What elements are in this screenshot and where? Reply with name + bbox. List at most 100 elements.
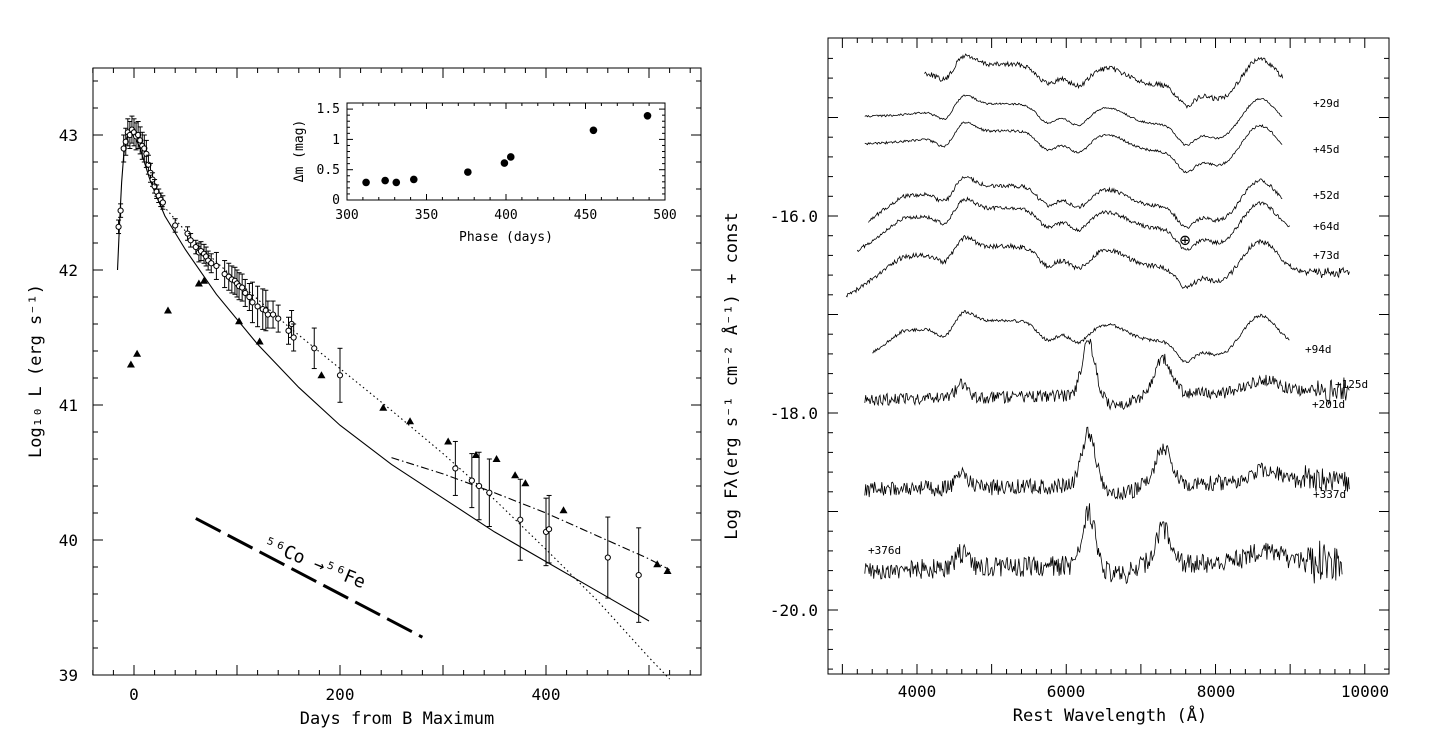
epoch-label: +52d <box>1313 189 1340 202</box>
inset-data-point <box>362 178 370 187</box>
data-point-triangle <box>511 471 520 479</box>
spectra-ytick: -18.0 <box>770 404 818 423</box>
inset-y-axis-label: Δm (mag) <box>292 120 307 183</box>
spectrum-line <box>864 426 1350 501</box>
lightcurve-xtick: 400 <box>532 685 561 704</box>
data-point-triangle <box>317 371 326 379</box>
data-point-circle <box>137 137 144 144</box>
data-point-circle <box>545 526 553 533</box>
data-point-circle <box>452 465 459 472</box>
data-point-circle <box>246 293 253 301</box>
inset-x-axis-label: Phase (days) <box>459 230 553 245</box>
spectrum-line <box>868 175 1283 229</box>
data-point-triangle <box>559 506 568 514</box>
epoch-label: +29d <box>1313 97 1340 110</box>
lightcurve-ytick: 43 <box>59 126 78 145</box>
data-point-circle <box>486 489 493 496</box>
inset-xtick: 400 <box>494 208 517 223</box>
inset-ytick: 1 <box>332 133 340 148</box>
data-point-circle <box>311 345 318 352</box>
spectrum-line <box>864 121 1283 174</box>
data-point-circle <box>254 303 261 310</box>
data-point-triangle <box>194 279 203 287</box>
inset-data-point <box>643 111 652 120</box>
spectrum-line <box>856 196 1291 253</box>
data-point-circle <box>635 572 642 579</box>
inset-xtick: 450 <box>574 208 597 223</box>
spectrum-line <box>864 94 1283 146</box>
long-dash-line <box>195 517 424 639</box>
data-point-triangle <box>163 306 172 314</box>
epoch-label: +94d <box>1305 343 1332 356</box>
lightcurve-frame <box>92 67 702 676</box>
inset-data-point <box>409 175 418 184</box>
data-point-circle <box>115 223 122 230</box>
lightcurve-ytick: 41 <box>59 396 78 415</box>
inset-data-point <box>500 159 509 167</box>
inset-marks <box>362 111 652 187</box>
lightcurve-ytick: 39 <box>59 666 78 685</box>
epoch-label: +64d <box>1313 220 1340 233</box>
spectra-xtick: 8000 <box>1197 682 1236 701</box>
spectra-x-axis-label: Rest Wavelength (Å) <box>1013 704 1207 726</box>
spectra-marks <box>845 53 1350 585</box>
spectra-panel: 4000 6000 8000 10000 -16.0 -18.0 -20.0 R… <box>720 37 1390 726</box>
lightcurve-marks <box>115 115 672 680</box>
data-point-circle <box>159 199 166 206</box>
data-point-circle <box>208 260 215 267</box>
data-point-triangle <box>471 450 480 458</box>
inset-panel: 300 350 400 450 500 0 0.5 1 1.5 Phase (d… <box>292 102 677 245</box>
data-point-circle <box>135 131 142 139</box>
solid-line <box>116 131 650 622</box>
data-point-circle <box>468 477 475 484</box>
data-point-triangle <box>133 349 142 357</box>
data-point-circle <box>213 262 220 270</box>
data-point-circle <box>517 516 524 523</box>
data-point-triangle <box>492 455 501 462</box>
lightcurve-ticks <box>92 68 701 676</box>
epoch-label: +73d <box>1313 249 1340 262</box>
telluric-symbol: ⊕ <box>1180 230 1191 251</box>
spectrum-line <box>864 338 1350 411</box>
inset-ticks <box>346 102 666 201</box>
data-point-circle <box>249 299 256 306</box>
data-point-triangle <box>255 337 264 345</box>
data-point-circle <box>269 311 277 318</box>
dash-dot-line <box>391 457 670 571</box>
data-point-triangle <box>126 360 135 368</box>
inset-data-point <box>464 168 472 176</box>
data-point-circle <box>122 138 129 145</box>
lightcurve-xtick: 0 <box>129 685 139 704</box>
epoch-label: +337d <box>1313 488 1346 501</box>
data-point-circle <box>117 207 124 214</box>
data-point-triangle <box>235 317 244 325</box>
data-point-triangle <box>663 567 672 575</box>
inset-ytick: 0.5 <box>317 163 340 178</box>
spectrum-line <box>872 310 1290 363</box>
lightcurve-xtick: 200 <box>326 685 355 704</box>
spectra-y-axis-label: Log Fλ(erg s⁻¹ cm⁻² Å⁻¹) + const <box>720 212 742 540</box>
inset-ytick: 1.5 <box>317 102 340 117</box>
epoch-label: +125d <box>1335 378 1368 391</box>
spectra-xtick: 10000 <box>1341 682 1389 701</box>
data-point-circle <box>239 284 246 291</box>
co-fe-annotation: ⁵⁶Co →⁵⁶Fe <box>260 533 368 593</box>
inset-xtick: 300 <box>335 208 358 223</box>
lightcurve-x-axis-label: Days from B Maximum <box>300 709 494 729</box>
spectrum-line <box>845 235 1350 298</box>
data-point-circle <box>172 222 179 229</box>
spectra-xtick: 6000 <box>1047 682 1086 701</box>
spectrum-line <box>924 53 1284 109</box>
lightcurve-y-axis-label: Log₁₀ L (erg s⁻¹) <box>26 284 46 458</box>
inset-xtick: 350 <box>415 208 438 223</box>
data-point-circle <box>275 315 282 322</box>
inset-ytick: 0 <box>332 193 340 208</box>
epoch-label: +45d <box>1313 143 1340 156</box>
spectra-ticks <box>828 38 1389 674</box>
inset-data-point <box>589 126 598 135</box>
data-point-circle <box>475 482 483 490</box>
epoch-label: +376d <box>868 544 901 557</box>
spectra-ytick: -20.0 <box>770 601 818 620</box>
inset-data-point <box>392 178 401 187</box>
